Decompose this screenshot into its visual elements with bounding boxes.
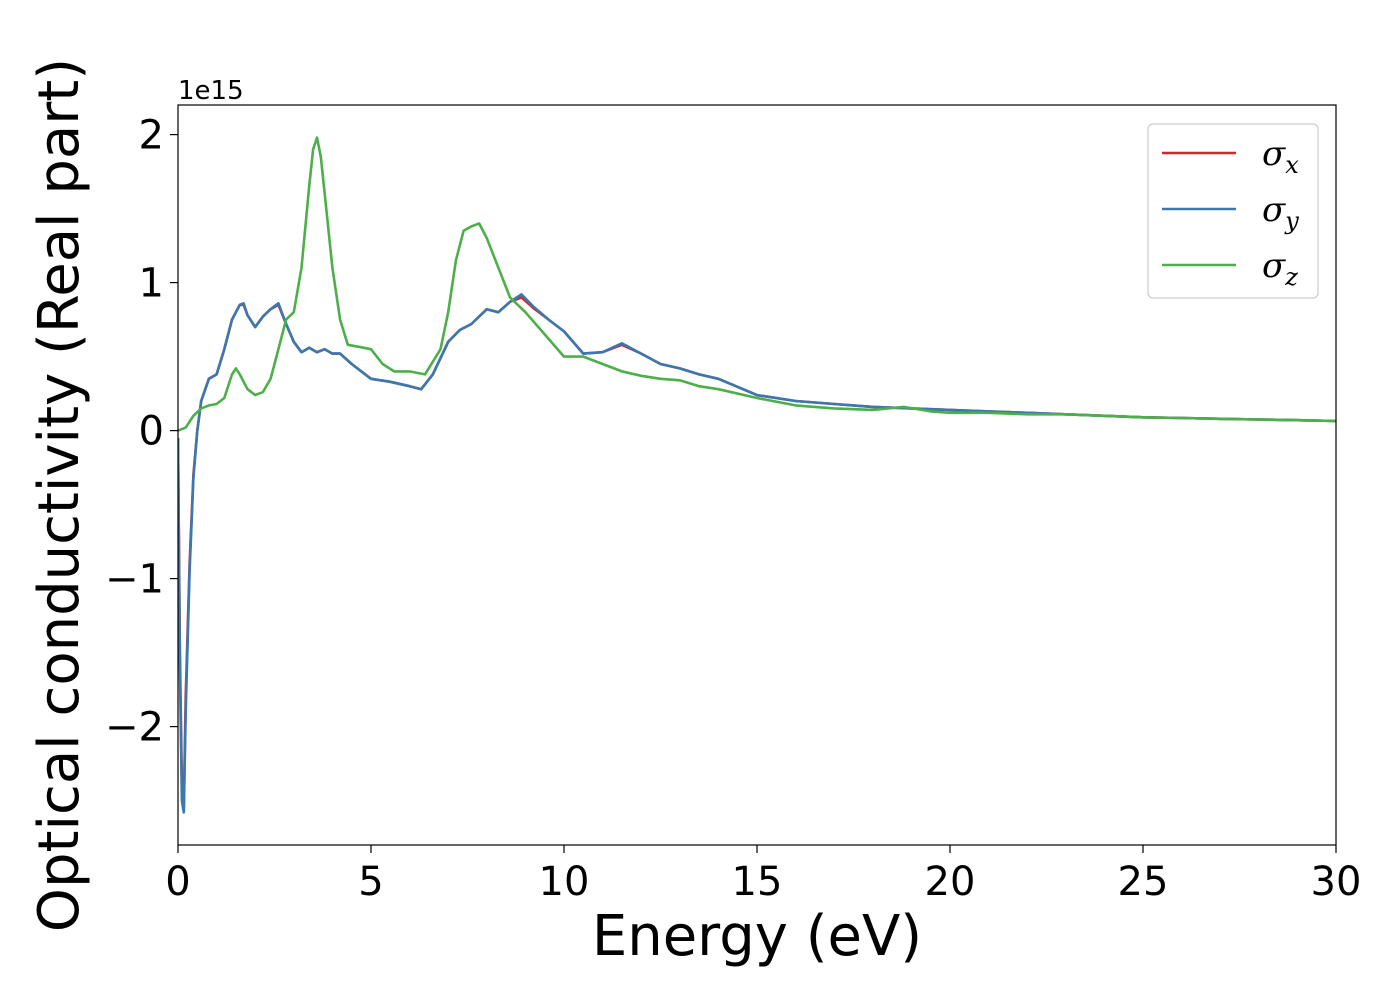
legend: σx σy σz (1147, 123, 1319, 299)
x-tick-label: 30 (1311, 859, 1362, 905)
x-tick-label: 25 (1118, 859, 1169, 905)
legend-box (1147, 123, 1319, 299)
y-axis-title: Optical conductivity (Real part) (27, 58, 92, 932)
series-layer (178, 136, 1336, 814)
series-line-x (178, 296, 1336, 810)
series-line-z (178, 136, 1336, 432)
y-tick-label: −1 (105, 557, 164, 603)
x-axis: 0 5 10 15 20 25 30 (165, 845, 1361, 905)
x-tick-label: 15 (732, 859, 783, 905)
y-tick-label: 1 (139, 261, 164, 307)
y-offset-label: 1e15 (178, 76, 244, 106)
legend-label-z: σz (1262, 246, 1298, 291)
series-line-y (178, 293, 1336, 814)
x-tick-label: 10 (539, 859, 590, 905)
y-tick-label: 0 (139, 409, 164, 455)
x-tick-label: 0 (165, 859, 190, 905)
y-tick-label: 2 (139, 113, 164, 159)
x-tick-label: 20 (925, 859, 976, 905)
y-axis: −2 −1 0 1 2 (105, 113, 178, 751)
x-axis-title: Energy (eV) (592, 904, 922, 969)
x-tick-label: 5 (358, 859, 383, 905)
y-tick-label: −2 (105, 705, 164, 751)
legend-label-y: σy (1262, 190, 1299, 235)
legend-label-x: σx (1262, 134, 1299, 179)
